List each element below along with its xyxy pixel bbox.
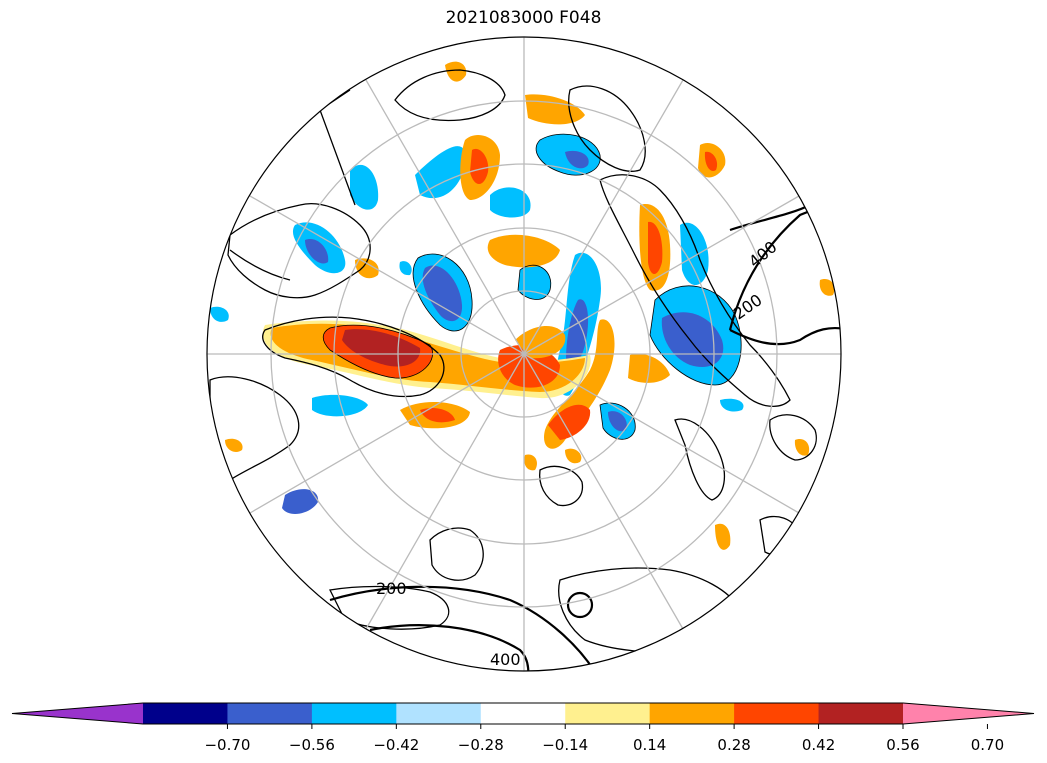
colorbar-tick-label: −0.56 [289, 736, 335, 754]
isolines [329, 193, 841, 671]
graticule [207, 37, 841, 671]
colorbar-outline [11, 702, 1035, 725]
colorbar-segment [311, 703, 397, 724]
colorbar-tick-label: 0.42 [802, 736, 835, 754]
colorbar-segment [818, 703, 904, 724]
colorbar-tick-label: 0.28 [717, 736, 750, 754]
colorbar-tick-label: −0.14 [542, 736, 588, 754]
colorbar-segment [143, 703, 228, 724]
colorbar-segment [227, 703, 313, 724]
positive-anomaly-fields [225, 61, 835, 550]
coastlines [209, 69, 817, 653]
colorbar-tick-label: −0.28 [458, 736, 504, 754]
negative-anomaly-fields [210, 134, 744, 514]
colorbar-extend-high [903, 703, 1034, 724]
map-border [206, 36, 842, 672]
colorbar-segment [734, 703, 820, 724]
colorbar-tick-label: 0.56 [886, 736, 919, 754]
colorbar-segment [649, 703, 735, 724]
contour-label: 400 [490, 650, 521, 669]
colorbar-segment [565, 703, 651, 724]
map-title: 2021083000 F048 [445, 8, 602, 28]
colorbar-segment [396, 703, 482, 724]
colorbar-tick-label: −0.42 [373, 736, 419, 754]
colorbar-tick-label: 0.70 [971, 736, 1004, 754]
colorbar: −0.70 −0.56 −0.42 −0.28 −0.14 0.14 0.28 0.42 0.5… [11, 702, 1035, 754]
colorbar-segment [480, 703, 566, 724]
colorbar-extend-low [12, 703, 143, 724]
contour-label: 200 [376, 579, 407, 598]
colorbar-tick-label: 0.14 [633, 736, 666, 754]
colorbar-tick-label: −0.70 [204, 736, 250, 754]
